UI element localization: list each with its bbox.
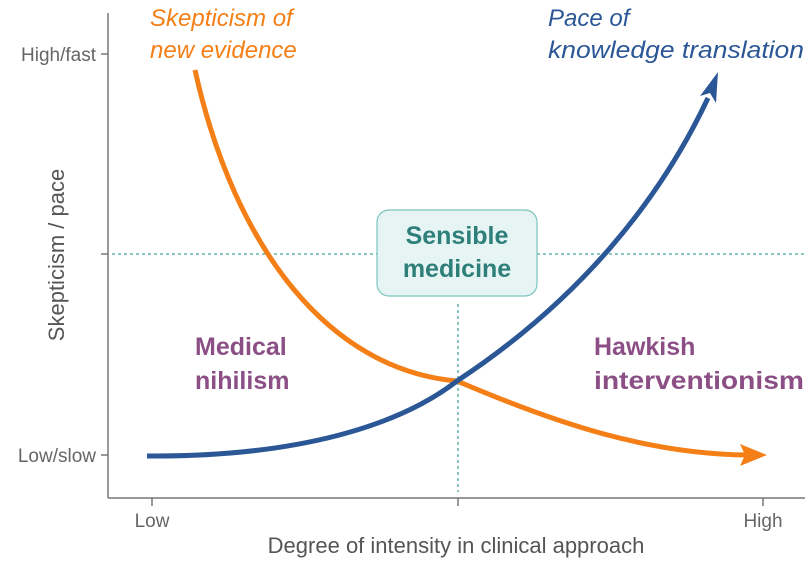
guide-lines <box>112 253 805 492</box>
x-tick-high: High <box>743 511 782 532</box>
x-axis-title: Degree of intensity in clinical approach <box>268 533 645 558</box>
sensible-label-1: Sensible <box>406 222 509 250</box>
sensible-label-2: medicine <box>403 255 511 283</box>
skepticism-label-1: Skepticism of <box>150 5 295 32</box>
pace-label-1: Pace of <box>548 5 632 32</box>
sensible-medicine-box <box>376 209 538 297</box>
y-tick-high: High/fast <box>21 45 97 66</box>
pace-curve <box>146 96 711 459</box>
nihilism-label-2: nihilism <box>195 367 289 395</box>
pace-arrowhead <box>700 72 718 103</box>
x-ticks <box>151 498 764 506</box>
skepticism-arrowhead <box>740 444 767 466</box>
skepticism-label-2: new evidence <box>150 37 297 64</box>
y-tick-low: Low/slow <box>18 446 96 467</box>
skepticism-curve <box>192 69 749 458</box>
x-tick-low: Low <box>135 511 170 532</box>
y-ticks <box>101 53 108 456</box>
nihilism-label-1: Medical <box>195 333 287 361</box>
y-axis-title: Skepticism / pace <box>44 169 69 341</box>
hawkish-label-2: interventionism <box>594 367 804 395</box>
hawkish-label-1: Hawkish <box>594 333 695 361</box>
pace-label-2: knowledge translation <box>548 37 804 64</box>
